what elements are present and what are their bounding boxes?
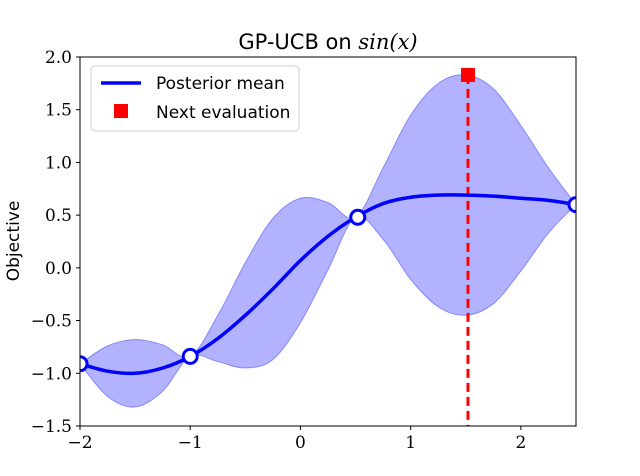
next-evaluation-marker [460,67,475,82]
y-tick-label: −1.5 [31,417,72,437]
plot-frame [79,56,577,427]
observation-point [567,196,576,214]
chart-title-text: GP-UCB on [238,30,358,54]
confidence-band [80,74,576,408]
y-tick-label: 2.0 [45,48,72,68]
series-line-posterior-mean [80,193,576,376]
observation-point [349,208,367,226]
legend-next-swatch [114,104,128,118]
y-tick-label: 0.5 [45,206,72,226]
legend-mean-label: Posterior mean [156,74,285,94]
chart-title-math: sin(x) [358,30,417,54]
observation-point [80,355,89,373]
x-tick-label: 1 [405,433,416,453]
x-tick-label: −1 [178,433,203,453]
legend-box [90,65,300,132]
legend: Posterior mean Next evaluation [90,65,300,132]
y-tick-label: 0.0 [45,259,72,279]
y-tick-label: −1.0 [31,364,72,384]
y-tick-label: 1.0 [45,153,72,173]
y-tick-label: 1.5 [45,101,72,121]
plot-area [80,67,576,426]
x-tick-label: −2 [67,433,92,453]
chart-title: GP-UCB on sin(x) [238,30,417,54]
legend-next-label: Next evaluation [156,103,290,123]
x-tick-label: 0 [295,433,306,453]
observation-point [181,347,199,365]
x-tick-label: 2 [515,433,526,453]
axis-ticks: −2 −1 0 1 2 −1.5 −1.0 −0.5 0.0 0.5 1.0 1.5 2.0 [31,48,527,453]
y-tick-label: −0.5 [31,312,72,332]
y-axis-label: Objective [4,201,24,282]
